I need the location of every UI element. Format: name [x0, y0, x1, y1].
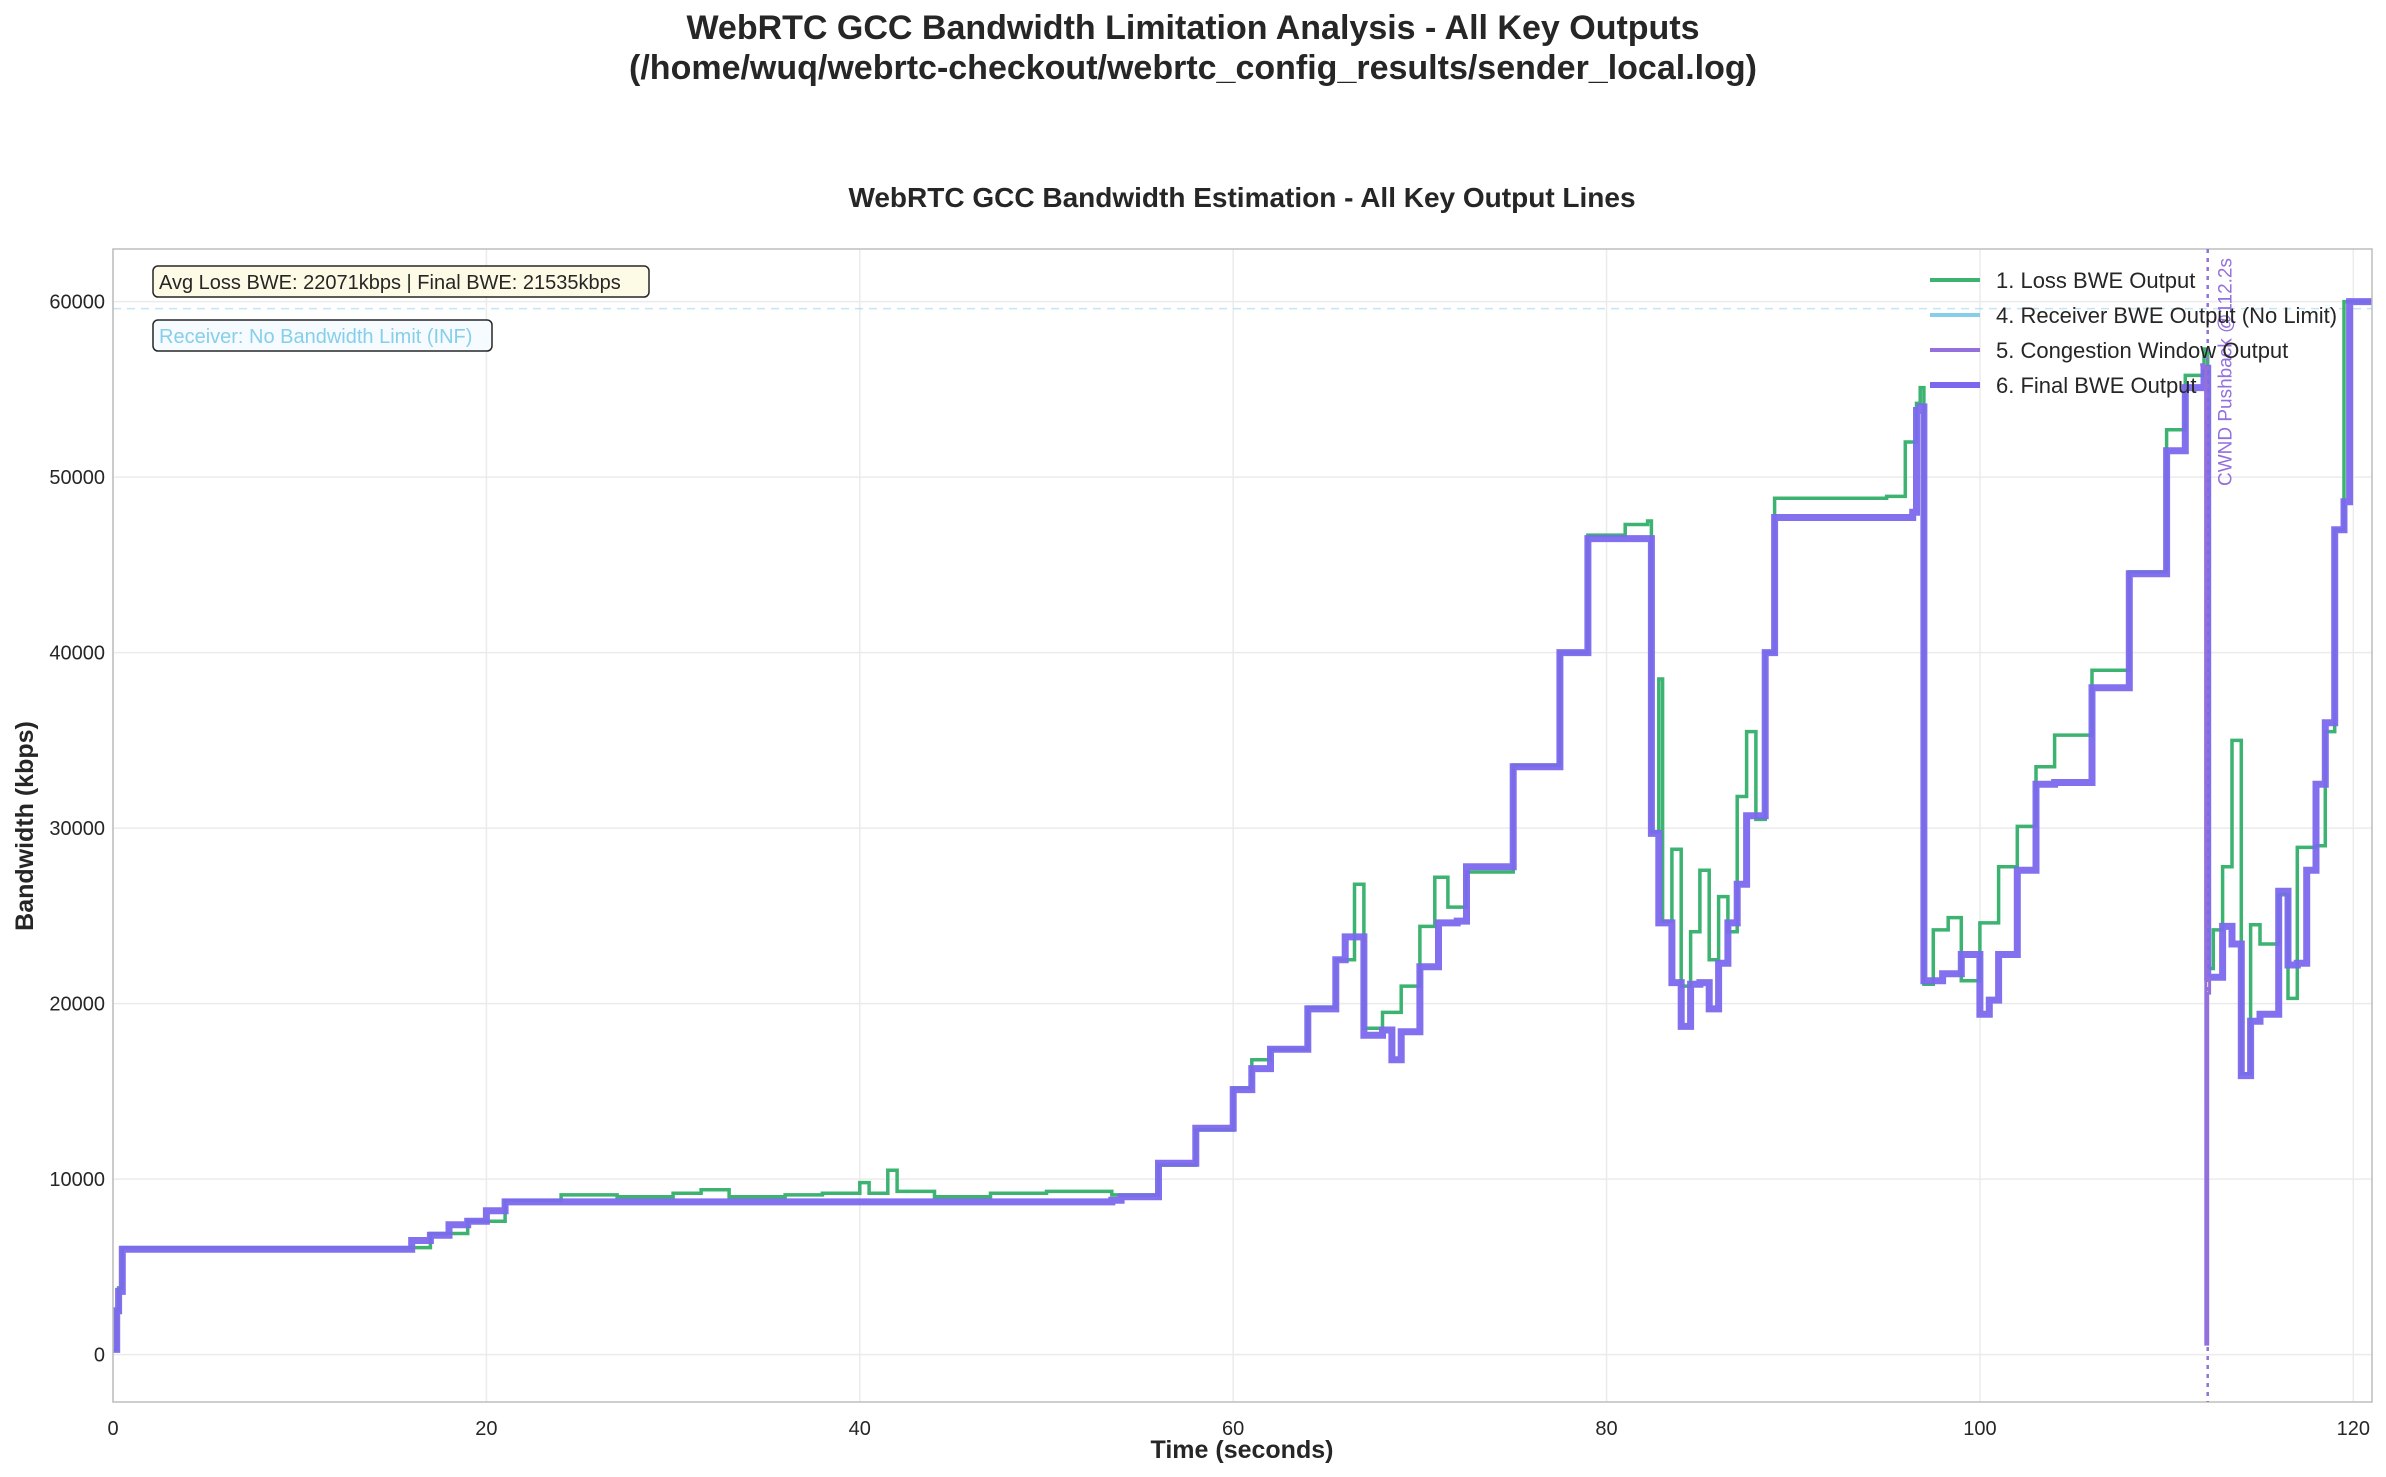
y-tick-label: 50000 [49, 467, 105, 489]
y-axis-ticks: 0 10000 20000 30000 40000 50000 60000 [49, 292, 105, 1367]
legend-entry: 6. Final BWE Output [1996, 373, 2197, 398]
x-tick-label: 0 [107, 1418, 118, 1440]
figure-title-line-2: (/home/wuq/webrtc-checkout/webrtc_config… [629, 49, 1757, 87]
stats-annotation-text: Avg Loss BWE: 22071kbps | Final BWE: 215… [159, 272, 621, 294]
x-tick-label: 40 [849, 1418, 871, 1440]
y-tick-label: 20000 [49, 994, 105, 1016]
x-axis-ticks: 0 20 40 60 80 100 120 [107, 1418, 2370, 1440]
y-tick-label: 60000 [49, 292, 105, 314]
y-tick-label: 40000 [49, 643, 105, 665]
x-tick-label: 20 [475, 1418, 497, 1440]
x-tick-label: 120 [2337, 1418, 2370, 1440]
y-tick-label: 0 [94, 1345, 105, 1367]
receiver-annotation-text: Receiver: No Bandwidth Limit (INF) [159, 326, 472, 348]
legend-entry: 4. Receiver BWE Output (No Limit) [1996, 303, 2337, 328]
figure-title-line-1: WebRTC GCC Bandwidth Limitation Analysis… [686, 9, 1700, 47]
legend-entry: 1. Loss BWE Output [1996, 268, 2195, 293]
x-tick-label: 100 [1963, 1418, 1996, 1440]
cwnd-pushback-marker: CWND Pushback @112.2s [2206, 249, 2237, 1402]
y-axis-label: Bandwidth (kbps) [11, 721, 39, 931]
chart-title: WebRTC GCC Bandwidth Estimation - All Ke… [848, 182, 1635, 213]
receiver-annotation: Receiver: No Bandwidth Limit (INF) [152, 319, 493, 352]
cwnd-pushback-label: CWND Pushback @112.2s [2216, 258, 2237, 486]
legend-entry: 5. Congestion Window Output [1996, 338, 2288, 363]
plot-frame [112, 248, 2373, 1403]
series-lines [113, 298, 2372, 1353]
final-bwe-line [113, 298, 2372, 1353]
x-axis-label: Time (seconds) [1151, 1436, 1334, 1464]
x-tick-label: 60 [1222, 1418, 1244, 1440]
y-tick-label: 10000 [49, 1169, 105, 1191]
stats-annotation: Avg Loss BWE: 22071kbps | Final BWE: 215… [152, 265, 650, 298]
legend: 1. Loss BWE Output 4. Receiver BWE Output… [1930, 268, 2337, 398]
grid-lines [112, 249, 2372, 1402]
y-tick-label: 30000 [49, 818, 105, 840]
congestion-window-line [2200, 363, 2212, 1346]
x-tick-label: 80 [1595, 1418, 1617, 1440]
